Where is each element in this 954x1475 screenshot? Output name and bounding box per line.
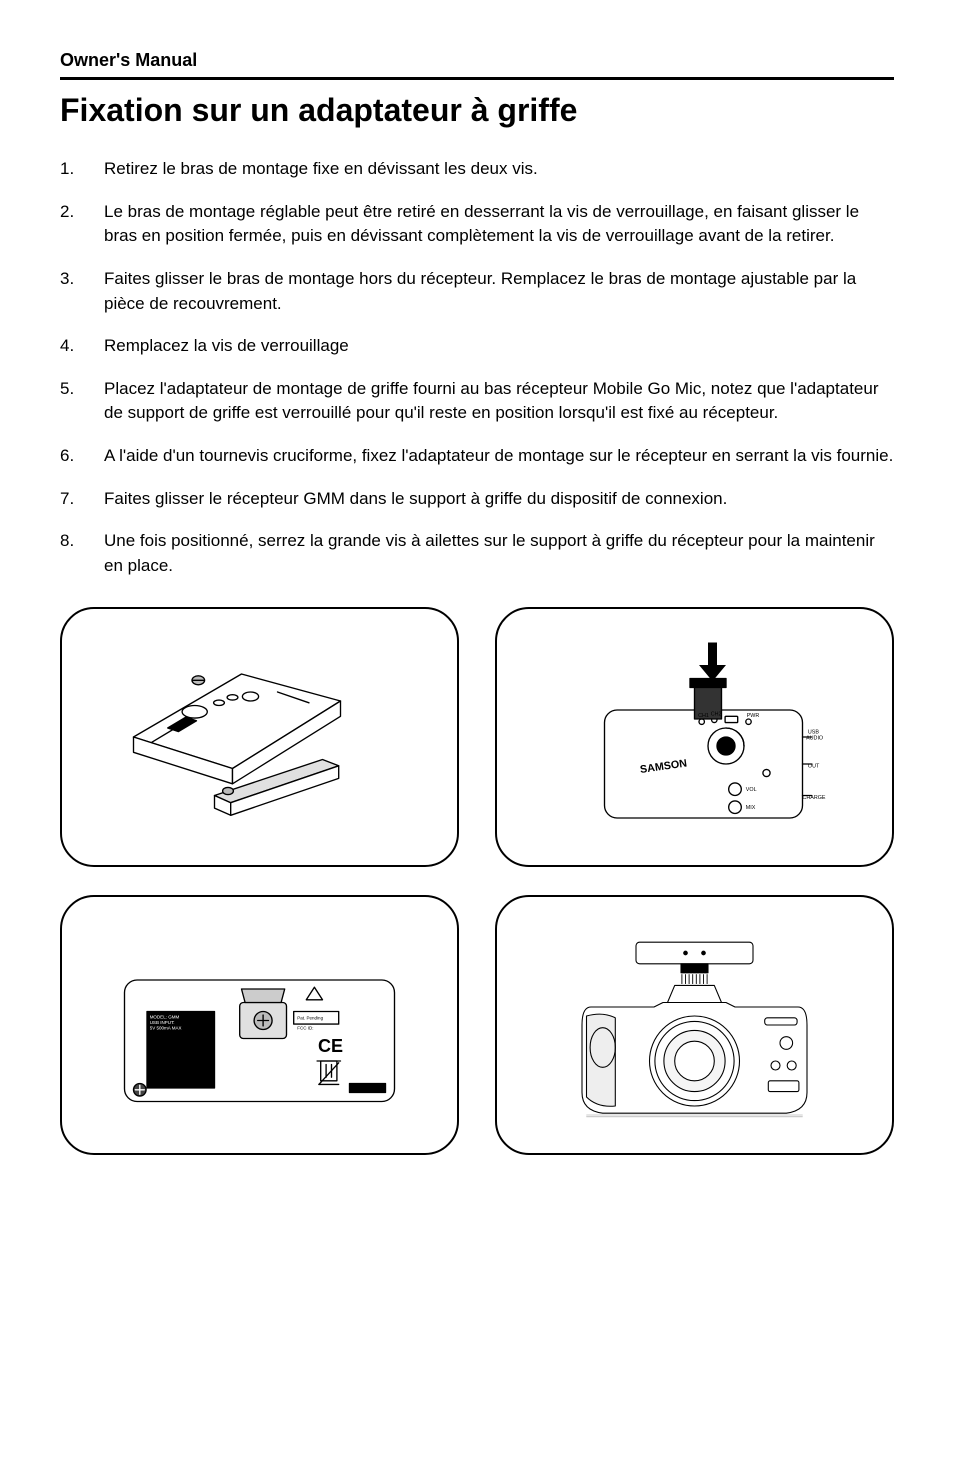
svg-text:OUT: OUT <box>808 763 820 769</box>
svg-text:CH2: CH2 <box>711 711 722 717</box>
step-item: Faites glisser le bras de montage hors d… <box>60 267 894 316</box>
page-title: Fixation sur un adaptateur à griffe <box>60 92 894 129</box>
figure-grid: SAMSON <box>60 607 894 1155</box>
receiver-bottom-illustration: CE MODEL: GMM USB INPUT: 5V 500mA MAX Pa… <box>82 917 437 1133</box>
svg-text:Pat. Pending: Pat. Pending <box>297 1015 323 1020</box>
svg-text:VOL: VOL <box>746 787 757 793</box>
step-item: Placez l'adaptateur de montage de griffe… <box>60 377 894 426</box>
step-item: Une fois positionné, serrez la grande vi… <box>60 529 894 578</box>
svg-text:CH1: CH1 <box>698 713 709 719</box>
steps-list: Retirez le bras de montage fixe en dévis… <box>60 157 894 579</box>
shoe-adapter-illustration: SAMSON <box>517 629 872 845</box>
step-item: Le bras de montage réglable peut être re… <box>60 200 894 249</box>
figure-panel-2: SAMSON <box>495 607 894 867</box>
step-item: Faites glisser le récepteur GMM dans le … <box>60 487 894 512</box>
svg-text:MODEL: GMM: MODEL: GMM <box>150 1014 180 1019</box>
svg-text:CE: CE <box>318 1036 343 1056</box>
camera-mounted-illustration <box>517 917 872 1133</box>
svg-text:USB: USB <box>808 729 819 735</box>
step-item: Remplacez la vis de verrouillage <box>60 334 894 359</box>
svg-text:MIX: MIX <box>746 805 756 811</box>
step-item: A l'aide d'un tournevis cruciforme, fixe… <box>60 444 894 469</box>
figure-panel-3: CE MODEL: GMM USB INPUT: 5V 500mA MAX Pa… <box>60 895 459 1155</box>
svg-text:PWR: PWR <box>747 713 760 719</box>
svg-text:AUDIO: AUDIO <box>806 735 823 741</box>
header-label: Owner's Manual <box>60 50 894 80</box>
svg-text:FCC ID:: FCC ID: <box>297 1025 313 1030</box>
figure-panel-4 <box>495 895 894 1155</box>
svg-text:USB INPUT:: USB INPUT: <box>150 1020 175 1025</box>
receiver-bracket-illustration <box>82 629 437 845</box>
step-item: Retirez le bras de montage fixe en dévis… <box>60 157 894 182</box>
svg-text:CHARGE: CHARGE <box>803 795 826 801</box>
figure-panel-1 <box>60 607 459 867</box>
svg-text:5V 500mA MAX: 5V 500mA MAX <box>150 1025 182 1030</box>
